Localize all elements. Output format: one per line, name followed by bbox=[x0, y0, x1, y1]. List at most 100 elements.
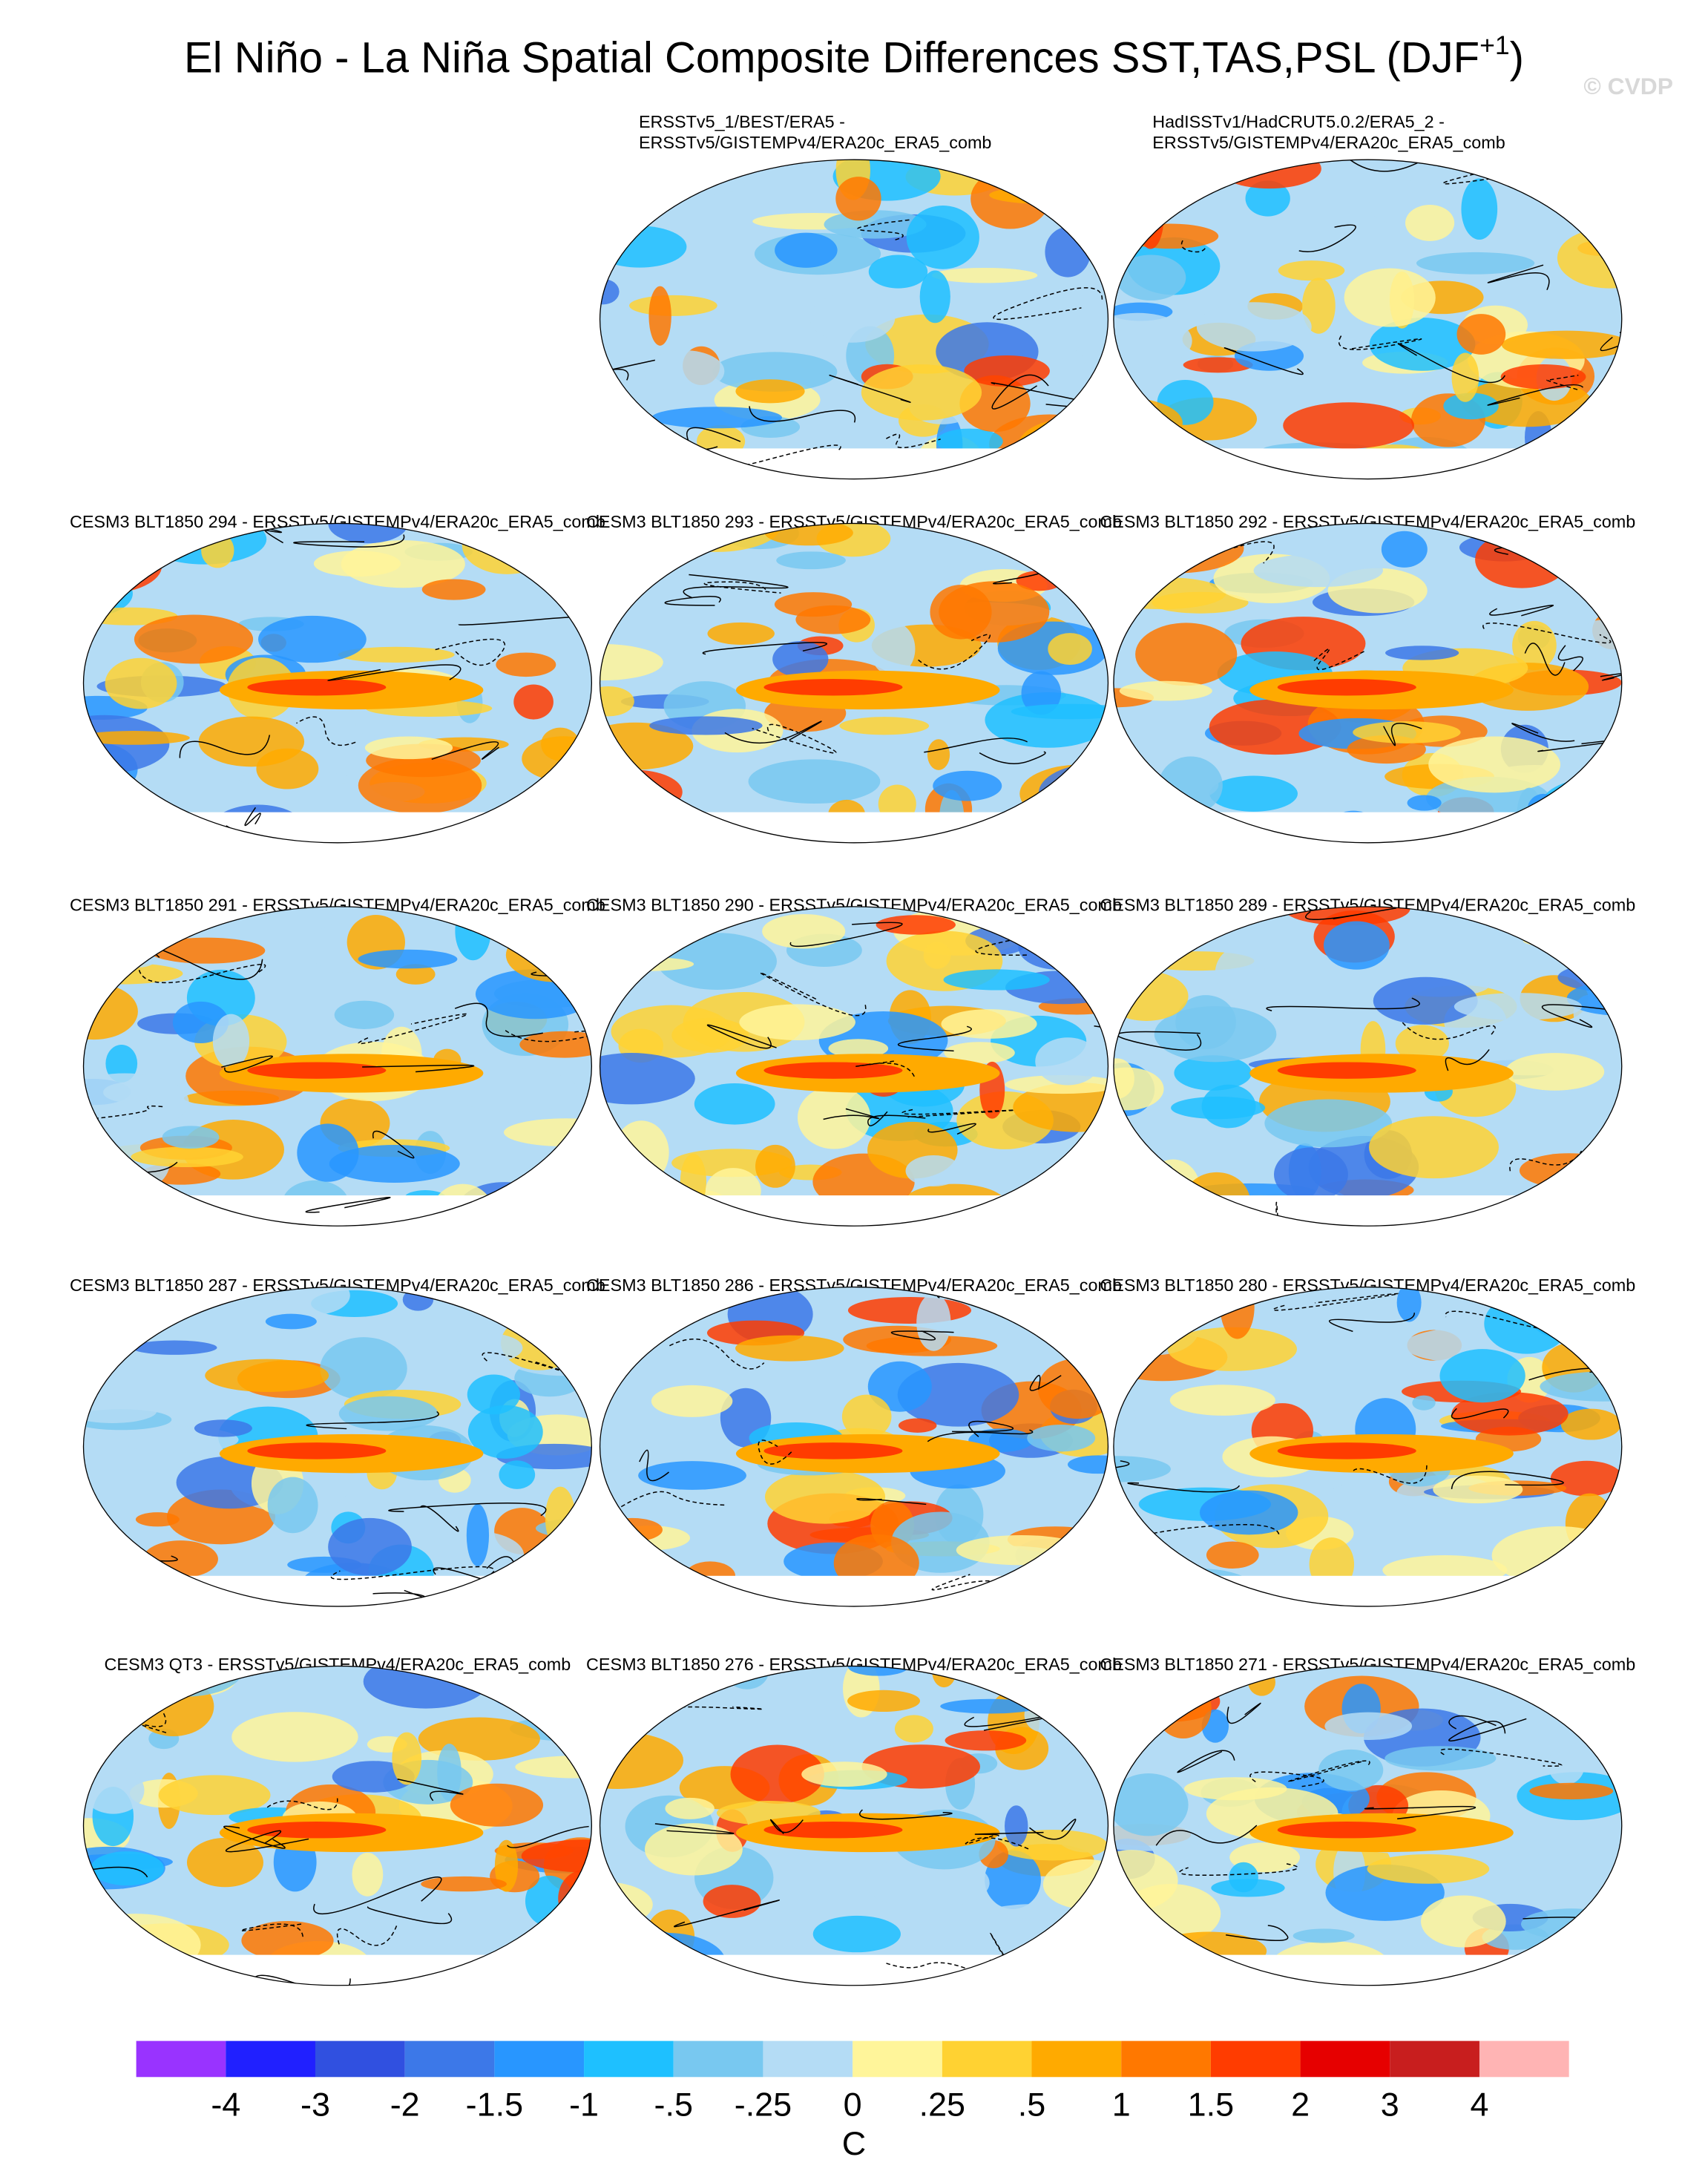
contour bbox=[1275, 1201, 1313, 1227]
colorbar-box bbox=[315, 2040, 405, 2078]
colorbar-label: 1 bbox=[1112, 2086, 1131, 2124]
contour bbox=[372, 1130, 415, 1159]
field-blob bbox=[1158, 756, 1223, 814]
field-blob bbox=[1407, 795, 1442, 811]
field-blob bbox=[1071, 168, 1108, 199]
field-blob bbox=[600, 278, 620, 305]
field-blob bbox=[392, 1732, 422, 1785]
field-blob bbox=[548, 1173, 592, 1227]
field-blob bbox=[456, 1333, 523, 1362]
equatorial-core bbox=[247, 1821, 387, 1839]
field-blob bbox=[1523, 933, 1622, 948]
contour bbox=[1180, 240, 1206, 253]
colorbar-box bbox=[1031, 2040, 1122, 2078]
equatorial-core bbox=[763, 1821, 903, 1839]
map-panel: CESM3 BLT1850 291 - ERSSTv5/GISTEMPv4/ER… bbox=[70, 895, 605, 1227]
field-blob bbox=[748, 759, 881, 804]
field-blob bbox=[1273, 1147, 1348, 1202]
field-blob bbox=[1293, 1928, 1355, 1943]
field-blob bbox=[352, 1852, 384, 1897]
field-blob bbox=[651, 407, 783, 429]
contour bbox=[1068, 160, 1108, 165]
contour bbox=[752, 723, 837, 754]
colorbar-label: 2 bbox=[1291, 2086, 1310, 2124]
field-blob bbox=[870, 622, 916, 676]
field-blob bbox=[898, 1418, 937, 1433]
field-blob bbox=[680, 1153, 707, 1210]
field-blob bbox=[809, 292, 896, 343]
field-blob bbox=[103, 1082, 152, 1103]
field-blob bbox=[1196, 302, 1312, 352]
map-field bbox=[83, 906, 592, 1227]
field-blob bbox=[320, 1337, 407, 1400]
field-blob bbox=[1550, 1460, 1622, 1497]
field-blob bbox=[194, 1419, 252, 1437]
panel-title: ERSSTv5/GISTEMPv4/ERA20c_ERA5_comb bbox=[639, 133, 991, 152]
field-blob bbox=[1037, 1358, 1108, 1419]
contour bbox=[1266, 997, 1420, 1011]
field-blob bbox=[1169, 1385, 1275, 1416]
field-blob bbox=[1560, 1408, 1621, 1440]
polar-band bbox=[600, 1195, 1108, 1227]
title-suffix: ) bbox=[1510, 33, 1524, 82]
contour bbox=[927, 1429, 1034, 1442]
map-field bbox=[1113, 523, 1622, 843]
colorbar-box bbox=[1121, 2040, 1211, 2078]
field-blob bbox=[1264, 1099, 1393, 1148]
contour bbox=[823, 1108, 880, 1120]
contour bbox=[420, 1505, 459, 1532]
field-blob bbox=[795, 605, 871, 634]
contour bbox=[749, 406, 856, 423]
field-blob bbox=[927, 739, 950, 770]
field-blob bbox=[1113, 1922, 1180, 1986]
contour bbox=[1383, 723, 1422, 746]
field-blob bbox=[649, 716, 763, 735]
field-blob bbox=[505, 927, 592, 982]
field-blob bbox=[1113, 1456, 1171, 1482]
map-field bbox=[1113, 160, 1622, 479]
contour bbox=[266, 1798, 338, 1810]
contour bbox=[305, 1197, 391, 1213]
field-blob bbox=[1054, 448, 1108, 479]
field-blob bbox=[1484, 1293, 1569, 1354]
field-blob bbox=[358, 949, 458, 969]
map-field bbox=[1113, 1287, 1622, 1606]
contour bbox=[1489, 604, 1554, 617]
contour bbox=[991, 374, 1049, 410]
field-blob bbox=[707, 622, 775, 645]
colorbar-label: 1.5 bbox=[1188, 2086, 1234, 2124]
contour bbox=[97, 1105, 163, 1119]
contour bbox=[388, 1503, 547, 1517]
map-outline bbox=[599, 1665, 1109, 1986]
contour bbox=[857, 219, 910, 240]
field-blob bbox=[739, 1004, 855, 1040]
field-blob bbox=[941, 1009, 1037, 1039]
polar-band bbox=[600, 812, 1108, 843]
field-blob bbox=[105, 657, 177, 709]
contour bbox=[1226, 1702, 1261, 1724]
contour bbox=[244, 807, 261, 827]
field-blob bbox=[1183, 357, 1253, 373]
map-panel: CESM3 BLT1850 280 - ERSSTv5/GISTEMPv4/ER… bbox=[1100, 1275, 1635, 1607]
field-blob bbox=[534, 790, 563, 842]
field-blob bbox=[945, 1730, 1027, 1751]
contour bbox=[1445, 1049, 1490, 1071]
field-blob bbox=[1175, 995, 1236, 1050]
field-blob bbox=[1246, 1902, 1301, 1943]
map-field bbox=[600, 1287, 1108, 1606]
contour bbox=[890, 1330, 954, 1341]
field-blob bbox=[600, 1053, 695, 1105]
field-blob bbox=[1529, 1574, 1571, 1606]
contour bbox=[306, 1411, 439, 1430]
polar-band bbox=[1113, 1954, 1622, 1986]
field-blob bbox=[148, 937, 266, 964]
field-blob bbox=[1011, 703, 1108, 720]
contour bbox=[83, 774, 106, 789]
field-blob bbox=[1566, 981, 1622, 1016]
map-panel: CESM3 BLT1850 293 - ERSSTv5/GISTEMPv4/ER… bbox=[586, 512, 1122, 844]
field-blob bbox=[1565, 1493, 1615, 1554]
field-blob bbox=[1353, 721, 1461, 743]
field-blob bbox=[1146, 1569, 1255, 1606]
field-blob bbox=[1027, 1425, 1096, 1452]
field-blob bbox=[267, 1477, 318, 1534]
